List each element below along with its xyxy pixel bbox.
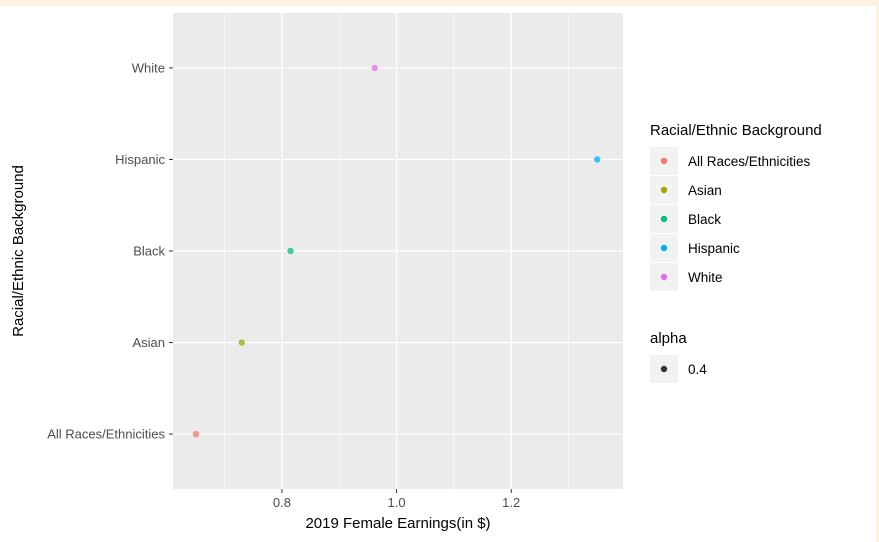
- data-point: [287, 247, 294, 255]
- grid-major: [173, 13, 623, 489]
- legend-label: All Races/Ethnicities: [688, 154, 811, 169]
- data-point: [238, 339, 245, 346]
- y-tick-label: White: [132, 60, 165, 75]
- legend-label: Asian: [688, 183, 722, 198]
- legend-swatch: [660, 244, 668, 252]
- legend-swatch: [660, 215, 668, 223]
- legend-label: Black: [688, 212, 721, 227]
- data-point: [371, 64, 378, 72]
- legend-swatch: [660, 157, 668, 165]
- top-border-strip: [0, 0, 879, 6]
- y-axis-ticks: All Races/Ethnicities Asian Black Hispanic W…: [47, 60, 173, 442]
- y-tick-label: All Races/Ethnicities: [47, 427, 165, 442]
- legend: Racial/Ethnic Background All Races/Ethnic…: [650, 122, 822, 291]
- right-border-strip: [876, 0, 879, 542]
- alpha-legend-swatch: [660, 365, 668, 373]
- legend-label: White: [688, 270, 723, 285]
- x-tick-label: 1.2: [502, 495, 520, 510]
- x-axis-title: 2019 Female Earnings(in $): [305, 515, 490, 532]
- x-axis-ticks: 0.8 1.0 1.2: [273, 489, 520, 510]
- alpha-legend-label: 0.4: [688, 362, 707, 377]
- legend-swatch: [660, 273, 668, 281]
- data-point: [192, 430, 200, 438]
- legend-label: Hispanic: [688, 241, 740, 256]
- legend-swatch: [660, 186, 668, 194]
- data-points: [192, 64, 601, 438]
- x-tick-label: 0.8: [273, 495, 291, 510]
- data-point: [594, 156, 601, 163]
- y-tick-label: Asian: [132, 335, 165, 350]
- y-tick-label: Black: [133, 244, 165, 259]
- y-axis-title: Racial/Ethnic Background: [10, 165, 27, 337]
- legend-title: Racial/Ethnic Background: [650, 122, 822, 139]
- y-tick-label: Hispanic: [115, 152, 165, 167]
- x-tick-label: 1.0: [388, 495, 406, 510]
- alpha-legend-title: alpha: [650, 330, 687, 347]
